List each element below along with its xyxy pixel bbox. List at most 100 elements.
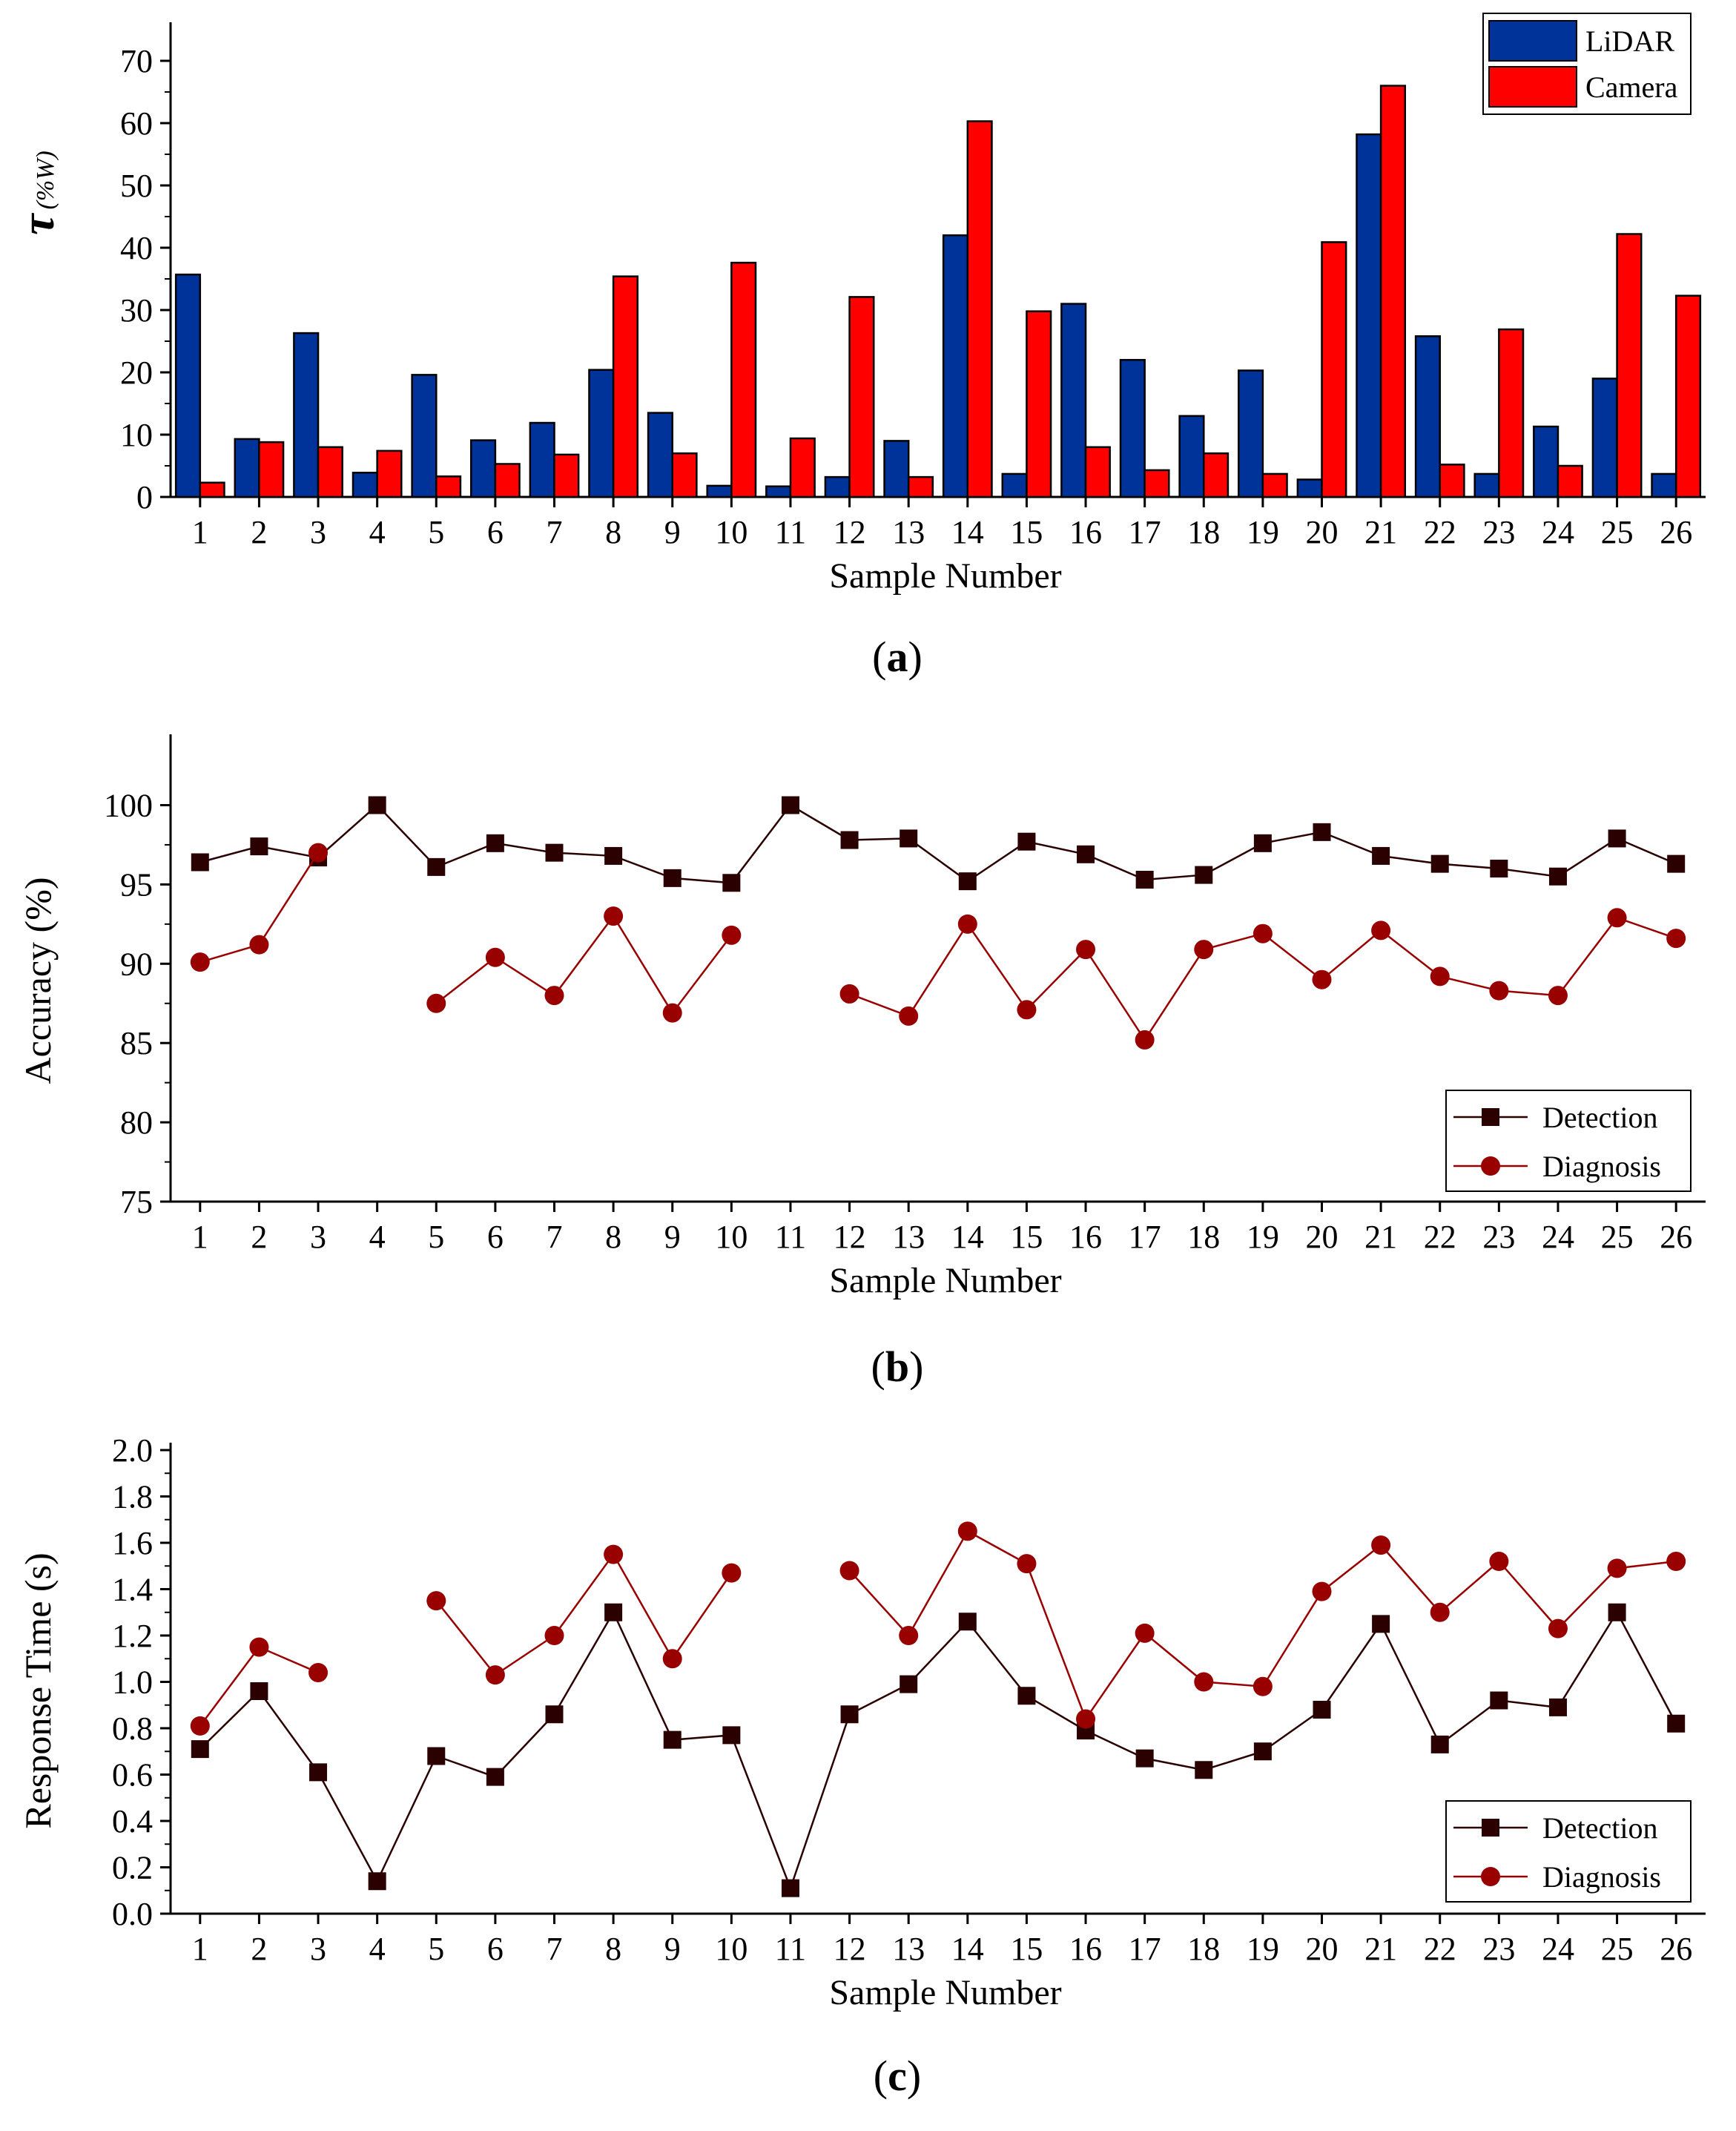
x-tick-label: 15 bbox=[1010, 514, 1043, 550]
bar-camera-19 bbox=[1261, 472, 1288, 498]
point-diagnosis-19 bbox=[1253, 923, 1273, 943]
panel-label-letter: c bbox=[888, 2052, 907, 2100]
x-tick-label: 6 bbox=[487, 1219, 504, 1255]
x-tick-label: 24 bbox=[1542, 514, 1574, 550]
x-tick-label: 18 bbox=[1187, 1931, 1220, 1967]
x-tick-label: 3 bbox=[310, 1219, 326, 1255]
x-tick-label: 26 bbox=[1660, 1931, 1692, 1967]
point-detection-4 bbox=[368, 1872, 386, 1891]
bar-lidar-5 bbox=[411, 374, 438, 498]
legend-label-diagnosis: Diagnosis bbox=[1542, 1860, 1661, 1894]
point-diagnosis-8 bbox=[604, 1544, 624, 1564]
y-axis-label: Response Time (s) bbox=[17, 1552, 59, 1828]
point-detection-12 bbox=[840, 1705, 859, 1724]
point-diagnosis-19 bbox=[1253, 1676, 1273, 1696]
bar-camera-3 bbox=[317, 446, 343, 498]
x-tick-label: 22 bbox=[1424, 1219, 1456, 1255]
bar-lidar-12 bbox=[824, 475, 851, 498]
x-tick-label: 2 bbox=[251, 514, 267, 550]
legend-swatch-camera bbox=[1488, 66, 1577, 108]
bar-lidar-3 bbox=[293, 332, 320, 498]
bar-lidar-9 bbox=[647, 412, 673, 498]
bar-lidar-16 bbox=[1060, 303, 1087, 498]
point-diagnosis-6 bbox=[485, 1665, 505, 1685]
x-tick-label: 9 bbox=[664, 1219, 681, 1255]
x-tick-label: 1 bbox=[192, 1931, 208, 1967]
x-tick-label: 14 bbox=[951, 1219, 984, 1255]
panel-label-close: ) bbox=[909, 1343, 923, 1391]
legend-label-diagnosis: Diagnosis bbox=[1542, 1150, 1661, 1183]
x-tick-label: 2 bbox=[251, 1931, 267, 1967]
x-tick-label: 10 bbox=[715, 514, 747, 550]
point-detection-16 bbox=[1077, 845, 1095, 863]
x-tick-label: 9 bbox=[664, 1931, 681, 1967]
legend-marker-detection bbox=[1482, 1108, 1499, 1126]
x-tick-label: 18 bbox=[1187, 1219, 1220, 1255]
y-axis-label: Accuracy (%) bbox=[17, 877, 59, 1084]
x-tick-label: 22 bbox=[1424, 514, 1456, 550]
x-tick-label: 10 bbox=[715, 1219, 747, 1255]
point-detection-1 bbox=[191, 853, 209, 872]
legend-label-camera: Camera bbox=[1585, 70, 1678, 104]
point-detection-7 bbox=[545, 1705, 564, 1724]
y-axis-label-symbol: τ bbox=[11, 212, 64, 235]
point-diagnosis-23 bbox=[1489, 981, 1509, 1001]
bar-lidar-17 bbox=[1119, 358, 1146, 498]
point-detection-22 bbox=[1430, 1735, 1449, 1753]
x-axis-label: Sample Number bbox=[829, 1261, 1061, 1300]
point-detection-13 bbox=[900, 1675, 918, 1693]
bar-camera-22 bbox=[1439, 464, 1465, 498]
legend-label-lidar: LiDAR bbox=[1585, 24, 1674, 58]
point-diagnosis-20 bbox=[1312, 969, 1332, 989]
x-tick-label: 15 bbox=[1010, 1219, 1043, 1255]
point-detection-14 bbox=[958, 1613, 977, 1631]
bar-lidar-24 bbox=[1533, 425, 1560, 498]
bar-camera-6 bbox=[494, 463, 521, 498]
x-tick-label: 5 bbox=[428, 1219, 444, 1255]
x-tick-label: 24 bbox=[1542, 1931, 1574, 1967]
panel-label-letter: b bbox=[885, 1343, 909, 1391]
point-detection-9 bbox=[663, 869, 681, 887]
x-tick-label: 13 bbox=[892, 1219, 925, 1255]
x-tick-label: 24 bbox=[1542, 1219, 1574, 1255]
bar-lidar-7 bbox=[529, 421, 555, 498]
point-detection-26 bbox=[1667, 1714, 1686, 1733]
point-diagnosis-14 bbox=[957, 914, 977, 934]
x-tick-label: 25 bbox=[1601, 1931, 1634, 1967]
bar-camera-2 bbox=[258, 441, 285, 498]
x-tick-label: 12 bbox=[834, 1931, 866, 1967]
bar-lidar-6 bbox=[469, 439, 497, 498]
point-diagnosis-22 bbox=[1430, 966, 1450, 987]
panel-label-open: ( bbox=[872, 633, 886, 681]
y-axis-label: τ (%W) bbox=[11, 151, 64, 235]
point-diagnosis-12 bbox=[839, 984, 859, 1004]
point-diagnosis-21 bbox=[1371, 920, 1391, 941]
bar-lidar-21 bbox=[1356, 133, 1382, 498]
x-tick-label: 6 bbox=[487, 514, 504, 550]
point-detection-23 bbox=[1490, 1691, 1508, 1710]
y-tick-label: 0.4 bbox=[112, 1803, 153, 1839]
y-tick-label: 0.0 bbox=[112, 1896, 153, 1932]
point-detection-24 bbox=[1548, 867, 1567, 886]
point-diagnosis-26 bbox=[1666, 1552, 1686, 1571]
x-tick-label: 26 bbox=[1660, 514, 1692, 550]
point-detection-17 bbox=[1135, 871, 1154, 889]
point-diagnosis-25 bbox=[1607, 908, 1627, 928]
x-tick-label: 11 bbox=[775, 1219, 806, 1255]
x-tick-label: 20 bbox=[1306, 1931, 1339, 1967]
point-diagnosis-18 bbox=[1194, 1672, 1214, 1692]
bar-lidar-25 bbox=[1591, 378, 1618, 498]
x-axis-label: Sample Number bbox=[829, 1973, 1061, 2012]
x-tick-label: 26 bbox=[1660, 1219, 1692, 1255]
x-tick-label: 11 bbox=[775, 514, 806, 550]
point-diagnosis-17 bbox=[1135, 1030, 1155, 1050]
panel-label: (a) bbox=[872, 633, 923, 681]
point-diagnosis-15 bbox=[1017, 1554, 1037, 1574]
y-tick-label: 75 bbox=[120, 1184, 153, 1220]
series-line-diagnosis bbox=[435, 914, 733, 1015]
bar-camera-8 bbox=[612, 275, 639, 498]
x-tick-label: 5 bbox=[428, 514, 444, 550]
point-detection-18 bbox=[1195, 866, 1213, 884]
bar-camera-24 bbox=[1557, 464, 1583, 498]
